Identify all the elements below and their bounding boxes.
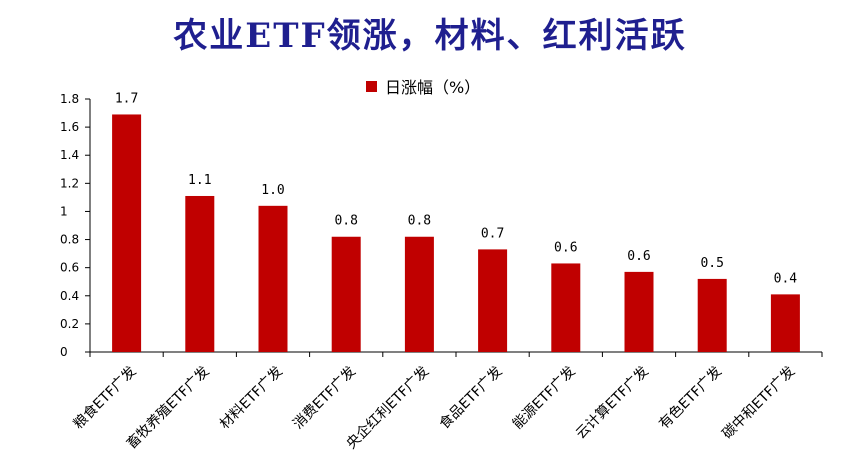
category-label: 粮食ETF广发	[70, 363, 140, 433]
value-label: 0.7	[481, 226, 504, 241]
category-label: 碳中和ETF广发	[719, 364, 798, 443]
bar	[551, 263, 581, 352]
value-label: 0.6	[554, 240, 577, 255]
bar	[331, 236, 361, 352]
value-label: 0.8	[408, 214, 431, 229]
bar	[624, 271, 654, 352]
value-label: 1.0	[261, 183, 284, 198]
bars	[112, 114, 800, 352]
category-label: 材料ETF广发	[217, 364, 286, 433]
chart-title: 农业ETF领涨，材料、红利活跃	[173, 16, 687, 56]
y-tick-label: 0.2	[60, 317, 79, 331]
y-tick-label: 0	[60, 345, 68, 359]
bar	[185, 195, 215, 352]
y-tick-label: 1	[60, 204, 68, 218]
value-label: 0.8	[334, 214, 357, 229]
category-label: 能源ETF广发	[510, 364, 579, 433]
legend-swatch	[366, 80, 377, 92]
labels: 1.7粮食ETF广发1.1畜牧养殖ETF广发1.0材料ETF广发0.8消费ETF…	[70, 91, 798, 452]
bar	[770, 294, 800, 352]
y-tick-label: 0.4	[60, 289, 79, 303]
y-tick-label: 0.8	[60, 233, 79, 247]
value-label: 1.1	[188, 173, 211, 188]
value-label: 0.6	[627, 249, 650, 264]
y-tick-label: 1.8	[60, 92, 79, 106]
axes: 0 0.2 0.4 0.6 0.8 1 1.2 1.4 1.6 1.8	[60, 92, 823, 359]
category-label: 有色ETF广发	[655, 363, 725, 433]
bar	[478, 249, 508, 352]
bar	[112, 114, 142, 352]
bar	[404, 236, 434, 352]
value-label: 0.5	[700, 256, 723, 271]
bar	[697, 278, 727, 352]
bar	[258, 205, 288, 352]
y-tick-label: 1.6	[60, 120, 79, 134]
value-label: 0.4	[774, 271, 798, 286]
y-tick-label: 0.6	[60, 261, 79, 275]
y-tick-label: 1.4	[60, 148, 79, 162]
legend-label: 日涨幅（%）	[385, 78, 481, 97]
y-tick-label: 1.2	[60, 176, 79, 190]
category-label: 消费ETF广发	[290, 364, 359, 433]
value-label: 1.7	[115, 91, 138, 106]
category-label: 食品ETF广发	[436, 363, 506, 433]
legend: 日涨幅（%）	[366, 76, 481, 97]
category-label: 云计算ETF广发	[573, 364, 652, 443]
